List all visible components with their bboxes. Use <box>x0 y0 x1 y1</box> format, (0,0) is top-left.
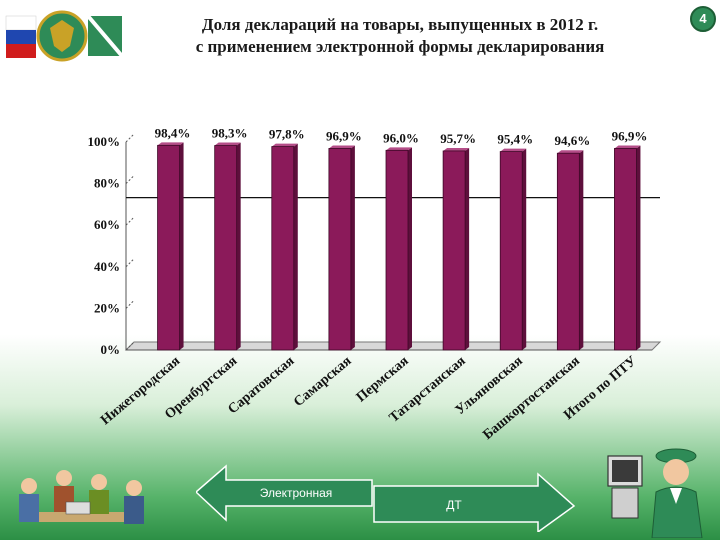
bar <box>556 152 580 351</box>
bar-side <box>350 145 355 350</box>
bar-side <box>465 147 470 350</box>
bar-top <box>214 142 241 146</box>
bar-side <box>236 142 241 350</box>
bar-side <box>293 143 298 350</box>
bar <box>214 145 238 351</box>
y-gridline <box>125 300 135 309</box>
bar <box>271 146 295 351</box>
y-tick-label: 40% <box>94 259 120 274</box>
category-label: Башкортостанская <box>480 353 583 443</box>
bar-top <box>271 143 298 147</box>
bar-chart: 0%20%40%60%80%100%98,4%Нижегородская98,3… <box>88 125 662 443</box>
bar-value-label: 95,4% <box>497 132 533 147</box>
people-meeting-clipart <box>19 470 144 524</box>
bar <box>499 151 523 351</box>
arrow-right-label: ДТ <box>446 498 462 512</box>
category-label: Пермская <box>354 353 412 405</box>
bar <box>614 148 637 351</box>
bar-value-label: 96,0% <box>383 130 419 145</box>
y-tick-label: 60% <box>94 217 120 232</box>
y-gridline <box>125 175 135 184</box>
bar-side <box>579 150 584 350</box>
y-gridline <box>125 258 135 268</box>
bar-side <box>408 147 412 350</box>
y-gridline <box>125 341 135 351</box>
bar <box>385 149 409 351</box>
customs-officer-clipart <box>607 448 703 538</box>
y-tick-label: 0% <box>101 342 121 357</box>
bar-value-label: 95,7% <box>440 131 476 146</box>
bar-value-label: 98,3% <box>212 126 248 141</box>
title-line-2: с применением электронной формы декларир… <box>195 37 605 56</box>
y-gridline <box>125 216 135 226</box>
title-line-1: Доля деклараций на товары, выпущенных в … <box>201 15 599 34</box>
bar-top <box>500 148 527 152</box>
customs-emblem-logo <box>5 10 124 62</box>
bar-value-label: 97,8% <box>269 127 305 142</box>
bar-side <box>522 148 527 350</box>
bar-top <box>443 147 470 151</box>
slide-title: Доля деклараций на товары, выпущенных в … <box>140 14 660 58</box>
bar <box>442 150 466 351</box>
bar-top <box>386 147 412 151</box>
y-gridline <box>125 133 135 143</box>
arrow-right-shape <box>373 472 576 532</box>
bar-top <box>557 150 584 154</box>
category-label: Самарская <box>291 353 355 410</box>
bar-top <box>328 145 355 149</box>
bar-value-label: 96,9% <box>326 128 362 143</box>
declaration-arrows: Электронная ДТ <box>196 464 576 532</box>
arrow-left-label: Электронная <box>260 486 333 500</box>
y-tick-label: 20% <box>94 300 120 315</box>
y-tick-label: 80% <box>94 176 120 191</box>
bar-top <box>157 142 184 146</box>
bar-value-label: 98,4% <box>155 125 191 140</box>
page-number-badge: 4 <box>690 6 716 32</box>
bar-side <box>179 142 184 350</box>
bar-value-label: 96,9% <box>612 128 648 143</box>
bar-value-label: 94,6% <box>554 133 590 148</box>
bar-side <box>636 145 641 350</box>
bar <box>328 148 352 351</box>
arrow-left-shape <box>196 464 373 522</box>
top-band <box>0 0 720 8</box>
y-tick-label: 100% <box>88 134 121 149</box>
bar-top <box>614 145 641 149</box>
bar <box>157 144 180 351</box>
